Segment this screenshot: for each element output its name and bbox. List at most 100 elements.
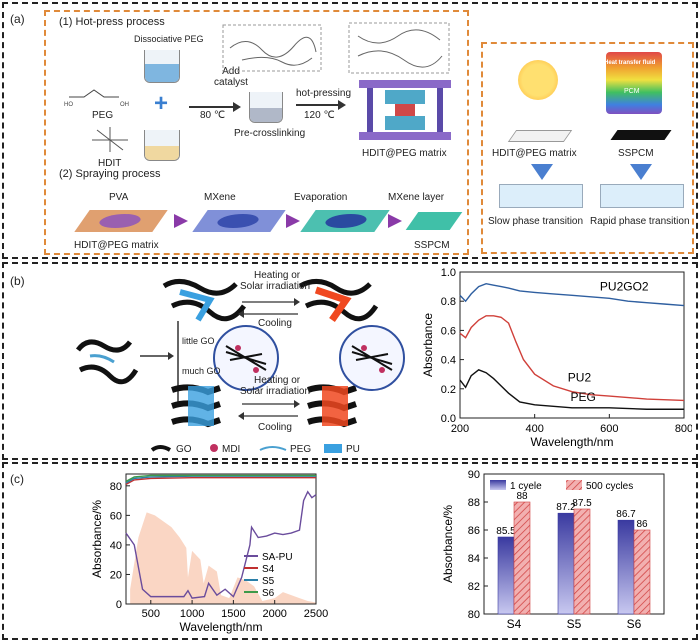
annotation-pu2go2: PU2GO2	[600, 279, 649, 293]
hot-pressing-label: hot-pressing	[296, 88, 352, 99]
series-line-pu2	[459, 315, 685, 402]
legend-label: S5	[262, 576, 275, 587]
y-tick-label: 80	[468, 609, 480, 621]
peg-structure: HO OH	[64, 89, 129, 108]
x-axis-label: Wavelength/nm	[180, 620, 263, 634]
panel-b-label: (b)	[10, 274, 25, 288]
series-line-pu2go2	[459, 282, 685, 307]
legend-swatch	[490, 480, 506, 490]
y-tick-label: 82	[468, 581, 480, 593]
pcm-label: PCM	[624, 88, 640, 95]
x-tick-label: S6	[627, 617, 642, 631]
peg-label: PEG	[92, 110, 114, 121]
step-arrow-2	[286, 214, 300, 228]
data-label: 87.5	[572, 498, 592, 509]
hdit-peg-matrix-label: HDIT@PEG matrix	[362, 148, 447, 159]
data-label: 86	[636, 519, 648, 530]
data-label: 87.2	[556, 502, 576, 513]
initial-fiber-cluster	[75, 339, 139, 385]
catalyst-arrow	[189, 102, 241, 112]
panel-c: (c)	[2, 462, 698, 640]
y-tick-label: 0.8	[441, 296, 456, 308]
right-sspcm-label: SSPCM	[618, 148, 654, 159]
hotpress-arrow	[296, 100, 346, 110]
legend-go: GO	[176, 444, 192, 455]
legend-label: S6	[262, 588, 275, 599]
sun-pcm-block	[606, 52, 662, 114]
htf-label: Heat transfer fluid	[604, 60, 656, 66]
x-tick-label: 500	[142, 608, 160, 620]
dissociative-peg-label: Dissociative PEG	[134, 34, 204, 44]
step-arrow-3	[388, 214, 402, 228]
panel-a: (a) (1) Hot-press process Dissociative P…	[2, 2, 698, 259]
spray-plate-2	[192, 210, 286, 232]
legend-pu: PU	[346, 444, 360, 455]
temp-120-label: 120 ℃	[304, 110, 335, 121]
y-tick-label: 0.0	[441, 413, 456, 425]
y-tick-label: 1.0	[441, 267, 456, 279]
series-line-s6	[125, 474, 316, 483]
sspcm-plate	[610, 130, 672, 140]
network-diagram-2	[348, 22, 450, 74]
panel-b: (b)	[2, 262, 698, 460]
solar-spectrum-shading	[130, 512, 316, 604]
peg-beaker	[144, 50, 180, 83]
solar-label-1: Solar irradiation	[240, 281, 311, 292]
y-tick-label: 0	[116, 599, 122, 611]
bar-s6-500-cycles	[633, 529, 651, 615]
bar-s6-1-cycle	[617, 519, 635, 615]
bar-s5-500-cycles	[573, 508, 591, 615]
x-tick-label: S5	[567, 617, 582, 631]
y-tick-label: 90	[468, 469, 480, 481]
slow-label: Slow phase transition	[488, 216, 584, 227]
hdit-label: HDIT	[98, 158, 122, 169]
legend-mdi: MDI	[222, 444, 241, 455]
pre-crosslinking-label: Pre-crosslinking	[234, 128, 306, 139]
svg-text:HO: HO	[64, 102, 73, 108]
top-left-cluster	[162, 279, 247, 322]
x-tick-label: 2500	[304, 608, 328, 620]
mxene-layer-label: MXene layer	[388, 192, 445, 203]
cooling-label-2: Cooling	[258, 422, 292, 433]
chart-b-absorbance: 0.0 0.2 0.4 0.6 0.8 1.0 200 400 600 800 Wavelength…	[421, 267, 692, 449]
mxene-label-1: MXene	[204, 192, 236, 203]
matrix-plate	[507, 130, 573, 142]
x-tick-label: 1500	[221, 608, 245, 620]
step-arrow-1	[174, 214, 188, 228]
y-tick-label: 20	[110, 569, 122, 581]
x-tick-label: 400	[525, 423, 543, 435]
data-label: 86.7	[616, 509, 636, 520]
much-go-label: much GO	[182, 366, 221, 376]
y-tick-label: 86	[468, 525, 480, 537]
x-axis-label: Wavelength/nm	[531, 435, 614, 449]
plot-frame	[459, 271, 685, 419]
bottom-left-cluster	[171, 384, 221, 428]
x-tick-label: 200	[451, 423, 469, 435]
series-line-s4	[125, 476, 316, 485]
y-tick-label: 0.6	[441, 325, 456, 337]
y-tick-label: 84	[468, 553, 480, 565]
down-arrow-right	[630, 164, 652, 180]
spray-plate-3	[300, 210, 390, 232]
hot-press-machine	[359, 80, 451, 142]
annotation-peg: PEG	[571, 390, 596, 404]
data-label: 85.5	[496, 526, 516, 537]
pva-label: PVA	[109, 192, 129, 203]
x-tick-label: 2000	[262, 608, 286, 620]
slow-box	[499, 184, 583, 208]
x-tick-label: 1000	[180, 608, 204, 620]
x-tick-label: S4	[507, 617, 522, 631]
legend-label: S4	[262, 564, 275, 575]
y-axis-label: Absorbance	[421, 313, 435, 377]
y-axis-label: Absorbance/%	[90, 500, 104, 578]
spray-plate-1	[74, 210, 168, 232]
series-line-s5	[125, 475, 316, 484]
y-tick-label: 60	[110, 510, 122, 522]
spraying-title: (2) Spraying process	[59, 168, 161, 180]
panel-b-diagram	[75, 279, 405, 453]
annotation-pu2: PU2	[568, 371, 592, 385]
panel-a-label: (a)	[10, 12, 25, 26]
cooling-label-1: Cooling	[258, 318, 292, 329]
down-arrow-left	[531, 164, 553, 180]
x-tick-label: 600	[600, 423, 618, 435]
